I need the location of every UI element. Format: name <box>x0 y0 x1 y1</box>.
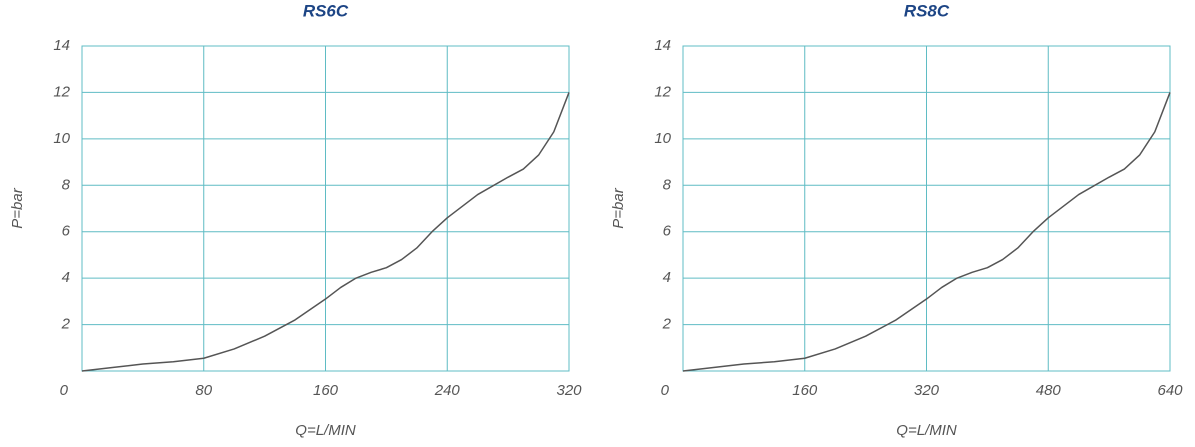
y-tick-label: 14 <box>654 37 671 54</box>
y-tick-label: 4 <box>62 269 70 286</box>
x-tick-label: 240 <box>434 382 461 399</box>
y-tick-label: 10 <box>53 130 70 147</box>
x-tick-label: 640 <box>1157 382 1183 399</box>
y-tick-label: 12 <box>654 83 671 100</box>
x-tick-label: 160 <box>792 382 818 399</box>
x-axis-label: Q=L/MIN <box>295 422 356 439</box>
data-line <box>81 92 570 372</box>
data-line <box>682 92 1171 372</box>
y-tick-label: 2 <box>662 316 672 333</box>
x-tick-label: 320 <box>556 382 582 399</box>
y-tick-label: 4 <box>663 269 671 286</box>
y-tick-label: 12 <box>53 83 70 100</box>
x-tick-label: 480 <box>1036 382 1062 399</box>
x-tick-label: 160 <box>313 382 339 399</box>
y-tick-label: 6 <box>663 223 672 240</box>
x-tick-label: 320 <box>914 382 940 399</box>
y-tick-label: 8 <box>663 176 672 193</box>
y-tick-label: 10 <box>654 130 671 147</box>
chart-title: RS6C <box>303 1 349 20</box>
x-axis-label: Q=L/MIN <box>896 422 957 439</box>
y-tick-label: 2 <box>61 316 71 333</box>
y-tick-label: 8 <box>62 176 71 193</box>
x-tick-label: 0 <box>60 382 69 399</box>
x-tick-label: 0 <box>661 382 670 399</box>
y-axis-label: P=bar <box>610 187 627 228</box>
y-axis-label: P=bar <box>9 187 26 228</box>
chart-title: RS8C <box>904 1 950 20</box>
x-tick-label: 80 <box>195 382 212 399</box>
y-tick-label: 14 <box>53 37 70 54</box>
y-tick-label: 6 <box>62 223 71 240</box>
